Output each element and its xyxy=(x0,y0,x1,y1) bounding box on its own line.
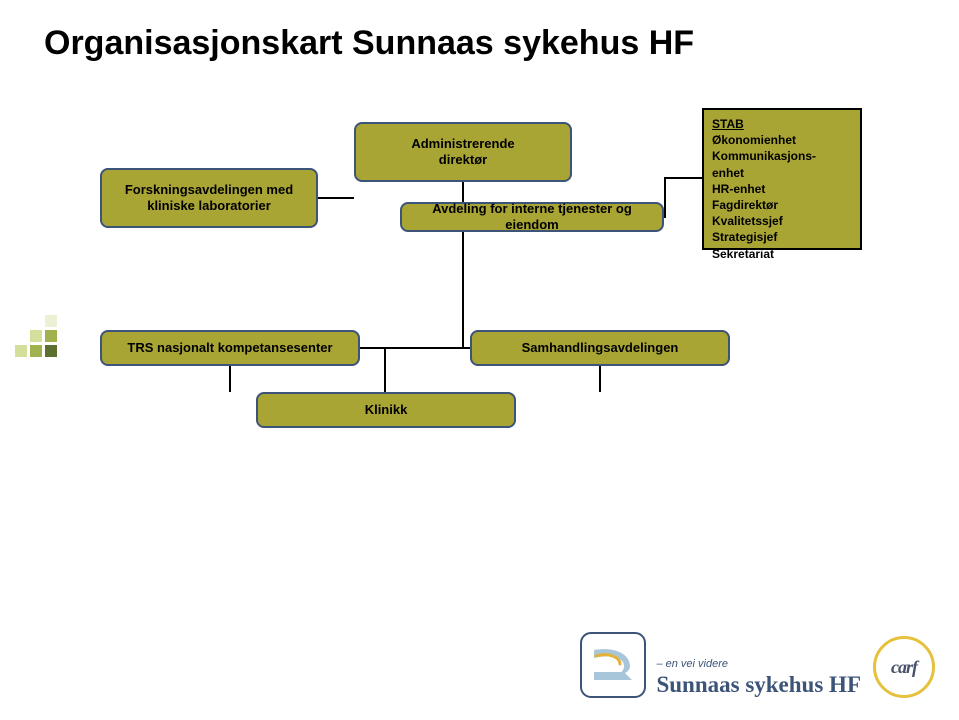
connector xyxy=(384,348,386,392)
connector xyxy=(664,177,666,218)
logo-brand: Sunnaas sykehus HF xyxy=(656,672,861,698)
box-stab: STABØkonomienhetKommunikasjons-enhetHR-e… xyxy=(702,108,862,250)
box-forskning: Forskningsavdelingen medkliniske laborat… xyxy=(100,168,318,228)
logo-text: – en vei videre Sunnaas sykehus HF xyxy=(656,658,861,698)
decor-dot xyxy=(30,345,42,357)
carf-label: carf xyxy=(891,657,917,678)
logo-tagline: – en vei videre xyxy=(656,658,861,670)
logo-area: – en vei videre Sunnaas sykehus HF carf xyxy=(580,632,935,698)
decor-dot xyxy=(45,345,57,357)
connector xyxy=(664,177,702,179)
box-label-line: TRS nasjonalt kompetansesenter xyxy=(127,340,332,356)
stab-line: Strategisjef xyxy=(712,229,852,245)
stab-line: Sekretariat xyxy=(712,246,852,262)
sunnaas-badge-icon xyxy=(580,632,646,698)
stab-line: Kvalitetssjef xyxy=(712,213,852,229)
decor-dot xyxy=(45,315,57,327)
box-trs: TRS nasjonalt kompetansesenter xyxy=(100,330,360,366)
stab-line: HR-enhet xyxy=(712,181,852,197)
box-label-line: Administrerende xyxy=(411,136,514,152)
box-klinikk: Klinikk xyxy=(256,392,516,428)
stab-line: Økonomienhet xyxy=(712,132,852,148)
carf-badge-icon: carf xyxy=(873,636,935,698)
connector xyxy=(318,197,354,199)
box-avdeling: Avdeling for interne tjenester og eiendo… xyxy=(400,202,664,232)
stab-line: Fagdirektør xyxy=(712,197,852,213)
stab-line: Kommunikasjons- xyxy=(712,148,852,164)
box-label-line: Forskningsavdelingen med xyxy=(125,182,293,198)
box-direktor: Administrerendedirektør xyxy=(354,122,572,182)
box-samhandling: Samhandlingsavdelingen xyxy=(470,330,730,366)
stab-line: enhet xyxy=(712,165,852,181)
box-label-line: direktør xyxy=(439,152,487,168)
page-title: Organisasjonskart Sunnaas sykehus HF xyxy=(44,24,694,63)
box-label-line: kliniske laboratorier xyxy=(147,198,271,214)
stab-title: STAB xyxy=(712,116,852,132)
box-label-line: Avdeling for interne tjenester og eiendo… xyxy=(408,201,656,232)
box-label-line: Samhandlingsavdelingen xyxy=(522,340,679,356)
box-label-line: Klinikk xyxy=(365,402,408,418)
decor-dot xyxy=(45,330,57,342)
decor-dot xyxy=(15,345,27,357)
decor-dots xyxy=(0,315,64,359)
decor-dot xyxy=(30,330,42,342)
